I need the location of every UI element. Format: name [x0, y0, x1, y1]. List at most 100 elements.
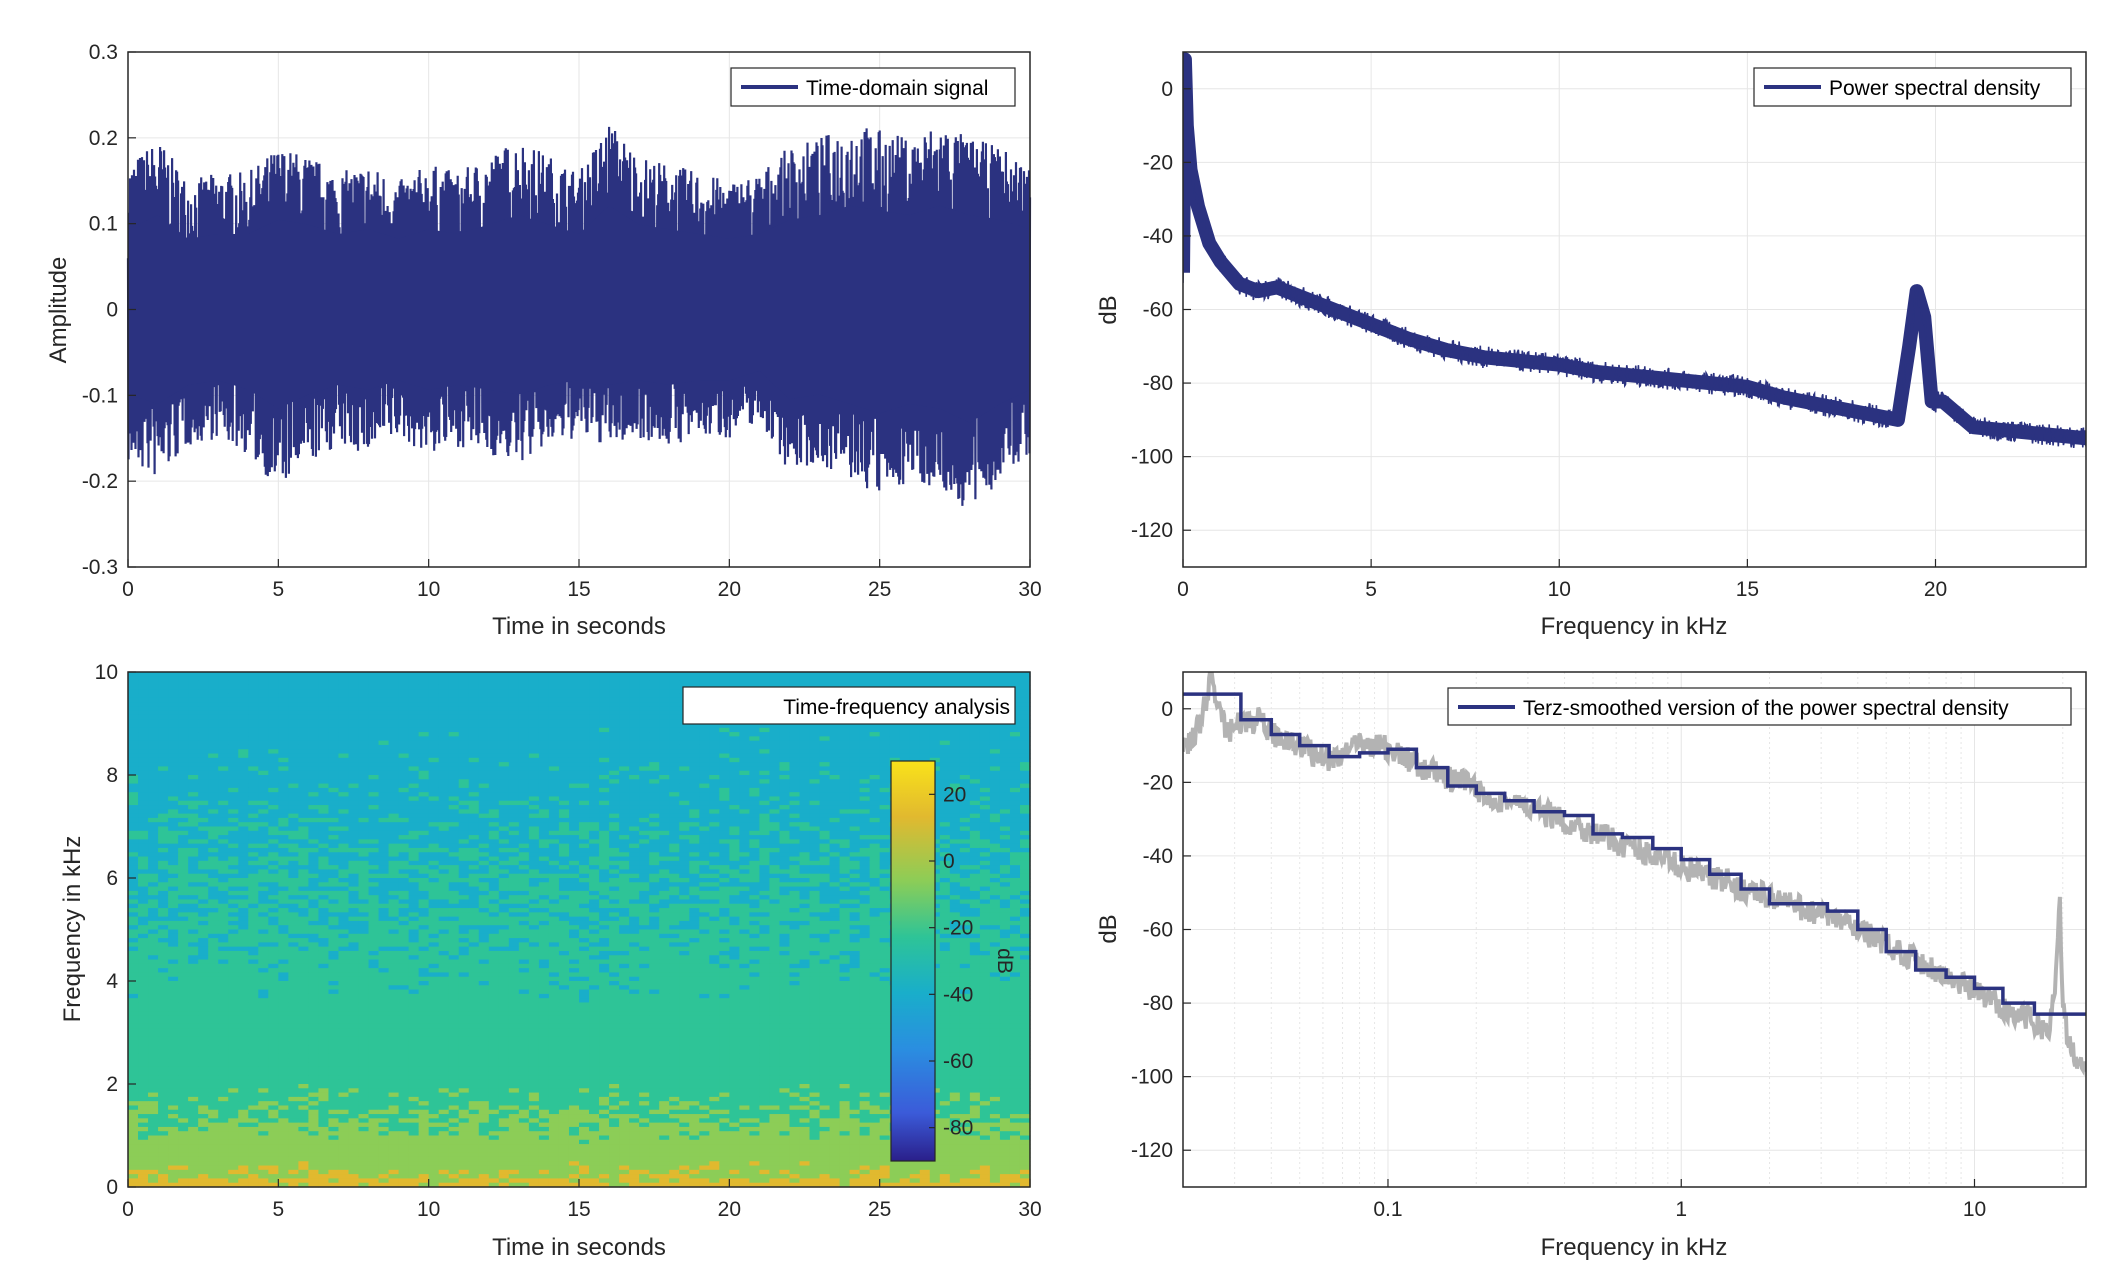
spectrogram-cell — [298, 847, 309, 853]
spectrogram-cell — [238, 847, 249, 853]
spectrogram-cell — [458, 697, 470, 703]
spectrogram-cell — [599, 886, 610, 892]
spectrogram-cell — [278, 749, 289, 755]
spectrogram-cell — [478, 865, 490, 871]
spectrogram-cell — [939, 757, 951, 763]
spectrogram-cell — [719, 873, 730, 879]
spectrogram-cell — [388, 744, 400, 750]
spectrogram-cell — [498, 740, 510, 746]
spectrogram-cell — [619, 805, 630, 810]
spectrogram-cell — [148, 732, 159, 737]
spectrogram-cell — [949, 869, 961, 875]
spectrogram-cell — [548, 787, 560, 793]
spectrogram-cell — [388, 903, 400, 909]
spectrogram-cell — [478, 817, 490, 823]
spectrogram-cell — [689, 882, 700, 888]
spectrogram-cell — [428, 800, 440, 806]
spectrogram-cell — [368, 766, 380, 772]
spectrogram-cell — [288, 676, 299, 682]
spectrogram-cell — [1019, 856, 1031, 862]
spectrogram-cell — [258, 792, 269, 798]
spectrogram-cell — [669, 762, 680, 768]
spectrogram-cell — [759, 852, 771, 858]
spectrogram-cell — [288, 847, 299, 853]
spectrogram-cell — [158, 890, 169, 896]
spectrogram-cell — [739, 822, 750, 828]
spectrogram-cell — [759, 744, 771, 750]
spectrogram-cell — [589, 835, 600, 840]
spectrogram-cell — [789, 787, 801, 793]
spectrogram-cell — [308, 775, 320, 780]
spectrogram-cell — [939, 826, 951, 832]
spectrogram-cell — [939, 830, 951, 836]
spectrogram-cell — [739, 727, 750, 733]
spectrogram-cell — [428, 710, 440, 716]
spectrogram-cell — [869, 753, 881, 759]
spectrogram-cell — [939, 736, 951, 742]
spectrogram-cell — [609, 684, 620, 690]
spectrogram-cell — [318, 757, 330, 763]
spectrogram-cell — [148, 749, 159, 755]
spectrogram-cell — [178, 899, 189, 905]
spectrogram-cell — [218, 680, 229, 686]
spectrogram-cell — [498, 680, 510, 686]
spectrogram-cell — [769, 792, 781, 798]
spectrogram-cell — [518, 727, 530, 733]
spectrogram-cell — [538, 680, 550, 686]
spectrogram-cell — [649, 779, 660, 785]
spectrogram-cell — [749, 757, 760, 763]
spectrogram-cell — [889, 680, 901, 686]
spectrogram-cell — [699, 895, 710, 901]
spectrogram-cell — [518, 878, 530, 883]
spectrogram-cell — [508, 693, 520, 699]
spectrogram-cell — [498, 732, 510, 737]
spectrogram-cell — [769, 826, 781, 832]
spectrogram-cell — [188, 697, 199, 703]
spectrogram-cell — [879, 856, 891, 862]
spectrogram-cell — [178, 817, 189, 823]
spectrogram-cell — [558, 860, 570, 866]
spectrogram-cell — [218, 813, 229, 819]
spectrogram-cell — [979, 766, 991, 772]
spectrogram-cell — [639, 835, 650, 840]
spectrogram-cell — [609, 792, 620, 798]
spectrogram-cell — [619, 676, 630, 682]
spectrogram-cell — [819, 873, 831, 879]
spectrogram-cell — [188, 719, 199, 725]
spectrogram-cell — [829, 856, 841, 862]
spectrogram-cell — [458, 689, 470, 695]
spectrogram-cell — [178, 732, 189, 737]
spectrogram-cell — [719, 800, 730, 806]
spectrogram-cell — [629, 809, 640, 815]
spectrogram-cell — [228, 706, 239, 712]
spectrogram-cell — [308, 813, 320, 819]
spectrogram-cell — [348, 878, 360, 883]
spectrogram-cell — [739, 835, 750, 840]
spectrogram-cell — [949, 805, 961, 810]
spectrogram-cell — [278, 817, 289, 823]
spectrogram-cell — [1019, 684, 1031, 690]
spectrogram-cell — [959, 783, 971, 789]
spectrogram-cell — [328, 839, 340, 845]
spectrogram-cell — [659, 680, 670, 686]
spectrogram-cell — [418, 817, 430, 823]
spectrogram-cell — [448, 706, 460, 712]
spectrogram-cell — [418, 813, 430, 819]
spectrogram-cell — [749, 890, 760, 896]
spectrogram-cell — [178, 878, 189, 883]
spectrogram-cell — [669, 714, 680, 720]
spectrogram-cell — [989, 757, 1001, 763]
spectrogram-cell — [468, 693, 480, 699]
spectrogram-cell — [969, 796, 981, 802]
spectrogram-cell — [789, 822, 801, 828]
spectrogram-cell — [669, 770, 680, 776]
spectrogram-cell — [258, 830, 269, 836]
psd-xtick-label: 0 — [1177, 578, 1189, 601]
spectrogram-cell — [488, 672, 500, 677]
spectrogram-cell — [709, 873, 720, 879]
spectrogram-cell — [398, 830, 410, 836]
spectrogram-cell — [709, 826, 720, 832]
spectrogram-cell — [388, 710, 400, 716]
spectrogram-cell — [528, 766, 540, 772]
spectrogram-cell — [498, 787, 510, 793]
